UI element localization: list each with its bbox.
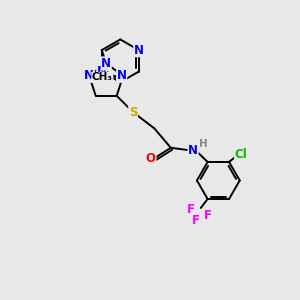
Text: H: H — [199, 139, 208, 149]
Text: F: F — [187, 203, 195, 216]
Text: CH₃: CH₃ — [92, 72, 113, 82]
Text: Cl: Cl — [235, 148, 247, 161]
Text: N: N — [117, 69, 127, 82]
Text: O: O — [146, 152, 156, 165]
Text: N: N — [84, 69, 94, 82]
Text: F: F — [204, 209, 212, 222]
Text: S: S — [129, 106, 137, 118]
Text: N: N — [101, 57, 111, 70]
Text: N: N — [97, 65, 107, 78]
Text: F: F — [192, 214, 200, 227]
Text: N: N — [188, 144, 198, 157]
Text: N: N — [134, 44, 144, 57]
